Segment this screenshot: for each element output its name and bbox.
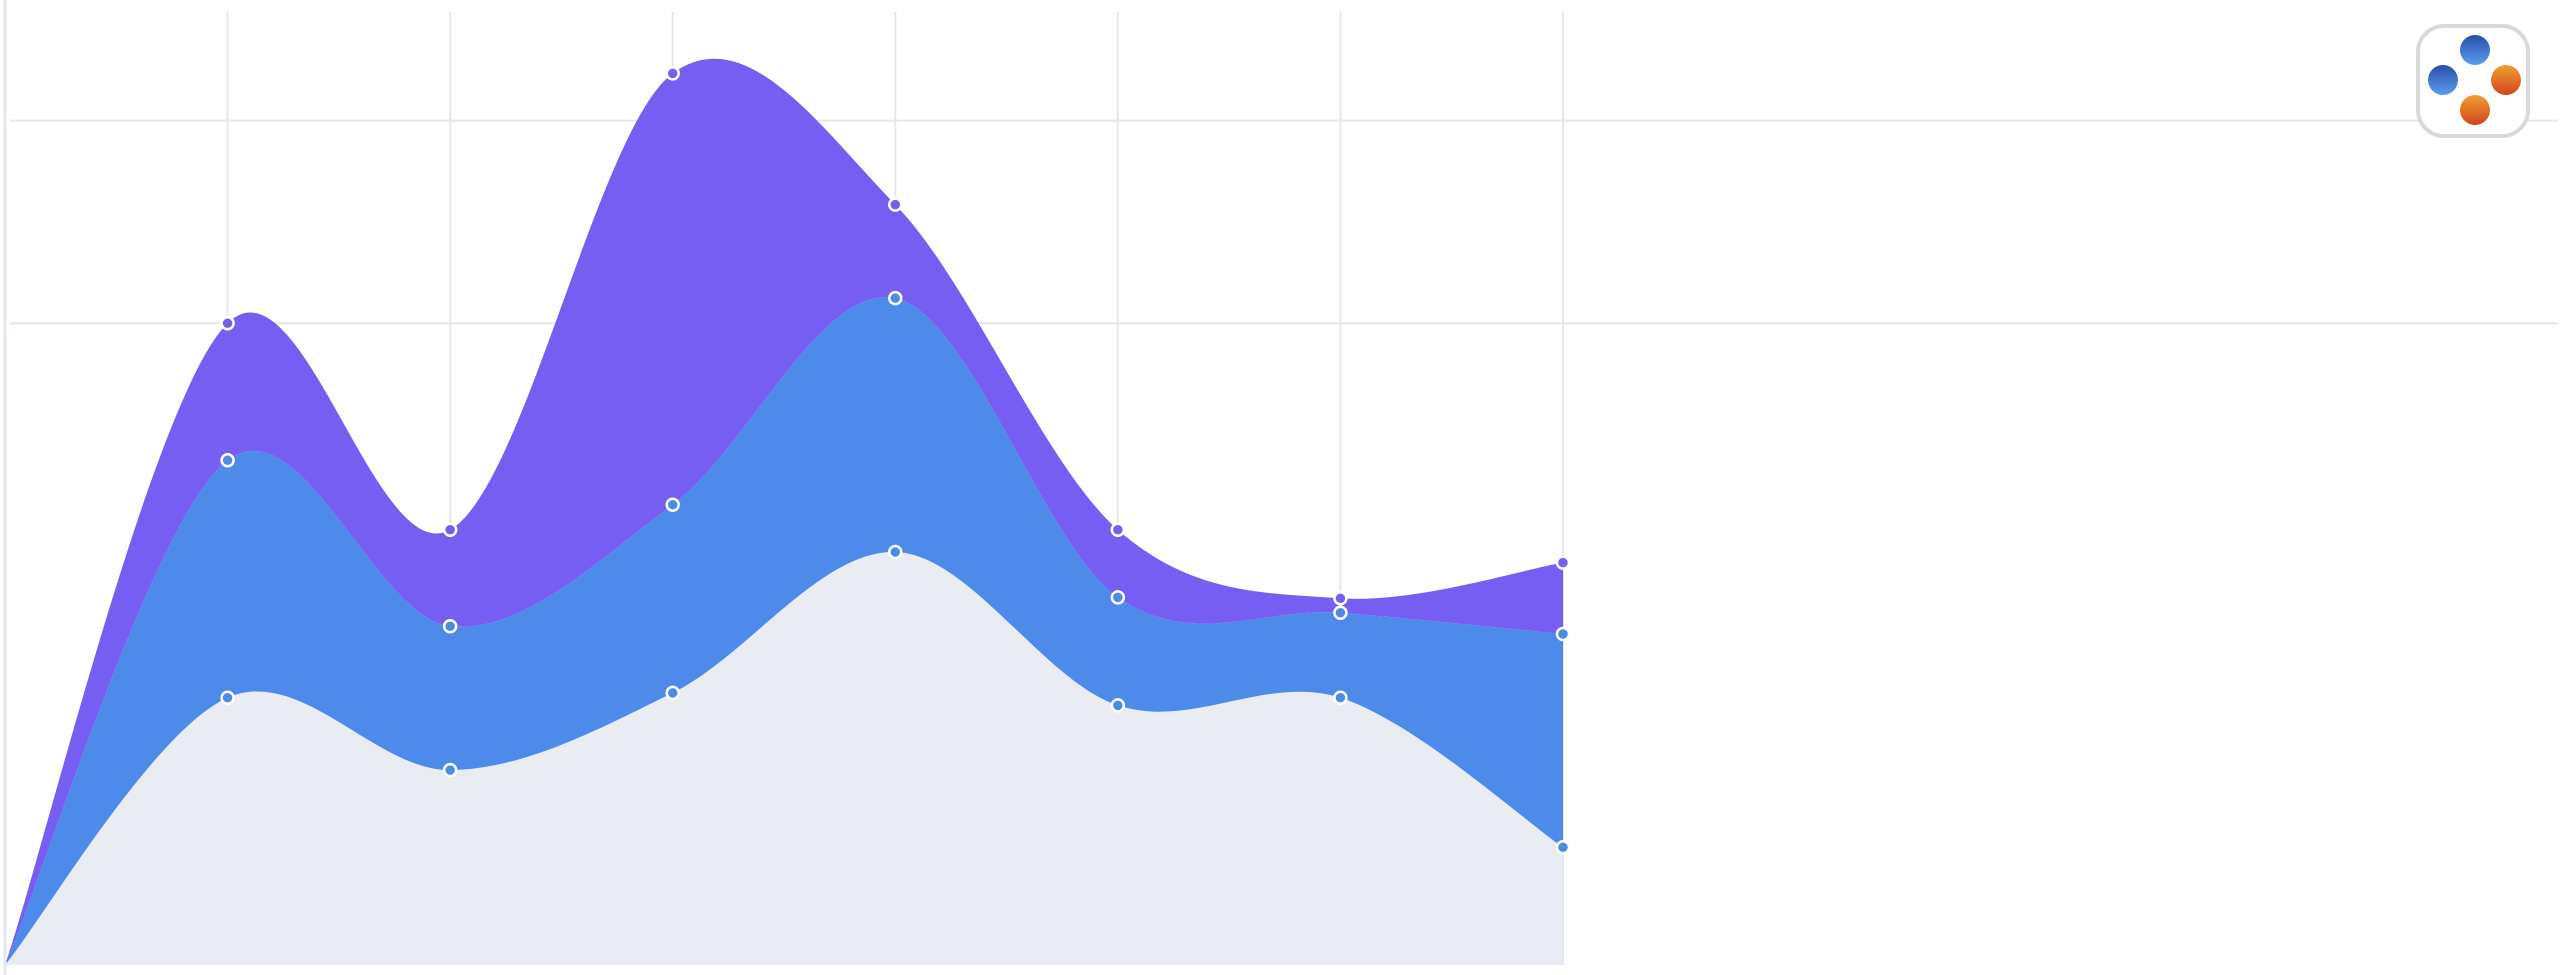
point-marker	[1555, 555, 1571, 570]
icon-dot	[2428, 65, 2458, 95]
point-marker	[1110, 590, 1126, 605]
point-marker	[1110, 522, 1126, 538]
icon-frame	[2416, 24, 2530, 138]
point-marker	[665, 497, 680, 512]
icon-dot	[2460, 35, 2490, 65]
point-marker	[888, 544, 903, 560]
areas	[5, 58, 1563, 965]
point-marker	[220, 453, 235, 468]
point-marker	[888, 197, 903, 212]
point-marker	[1110, 698, 1126, 713]
point-marker	[665, 685, 680, 701]
area	[5, 551, 1563, 965]
point-marker	[442, 762, 458, 778]
point-marker	[220, 316, 235, 331]
point-marker	[665, 66, 680, 81]
point-marker	[1333, 690, 1348, 705]
point-marker	[888, 290, 903, 306]
point-marker	[1333, 591, 1348, 606]
point-marker	[1555, 840, 1571, 855]
app-icon	[2416, 24, 2530, 138]
point-marker	[1333, 605, 1348, 621]
icon-dot	[2460, 95, 2490, 125]
icon-dot	[2491, 65, 2521, 95]
markers	[220, 66, 1571, 855]
point-marker	[442, 619, 458, 634]
point-marker	[442, 522, 458, 538]
area	[5, 58, 1563, 965]
point-marker	[220, 690, 235, 705]
point-marker	[1555, 626, 1571, 642]
area	[5, 297, 1563, 965]
